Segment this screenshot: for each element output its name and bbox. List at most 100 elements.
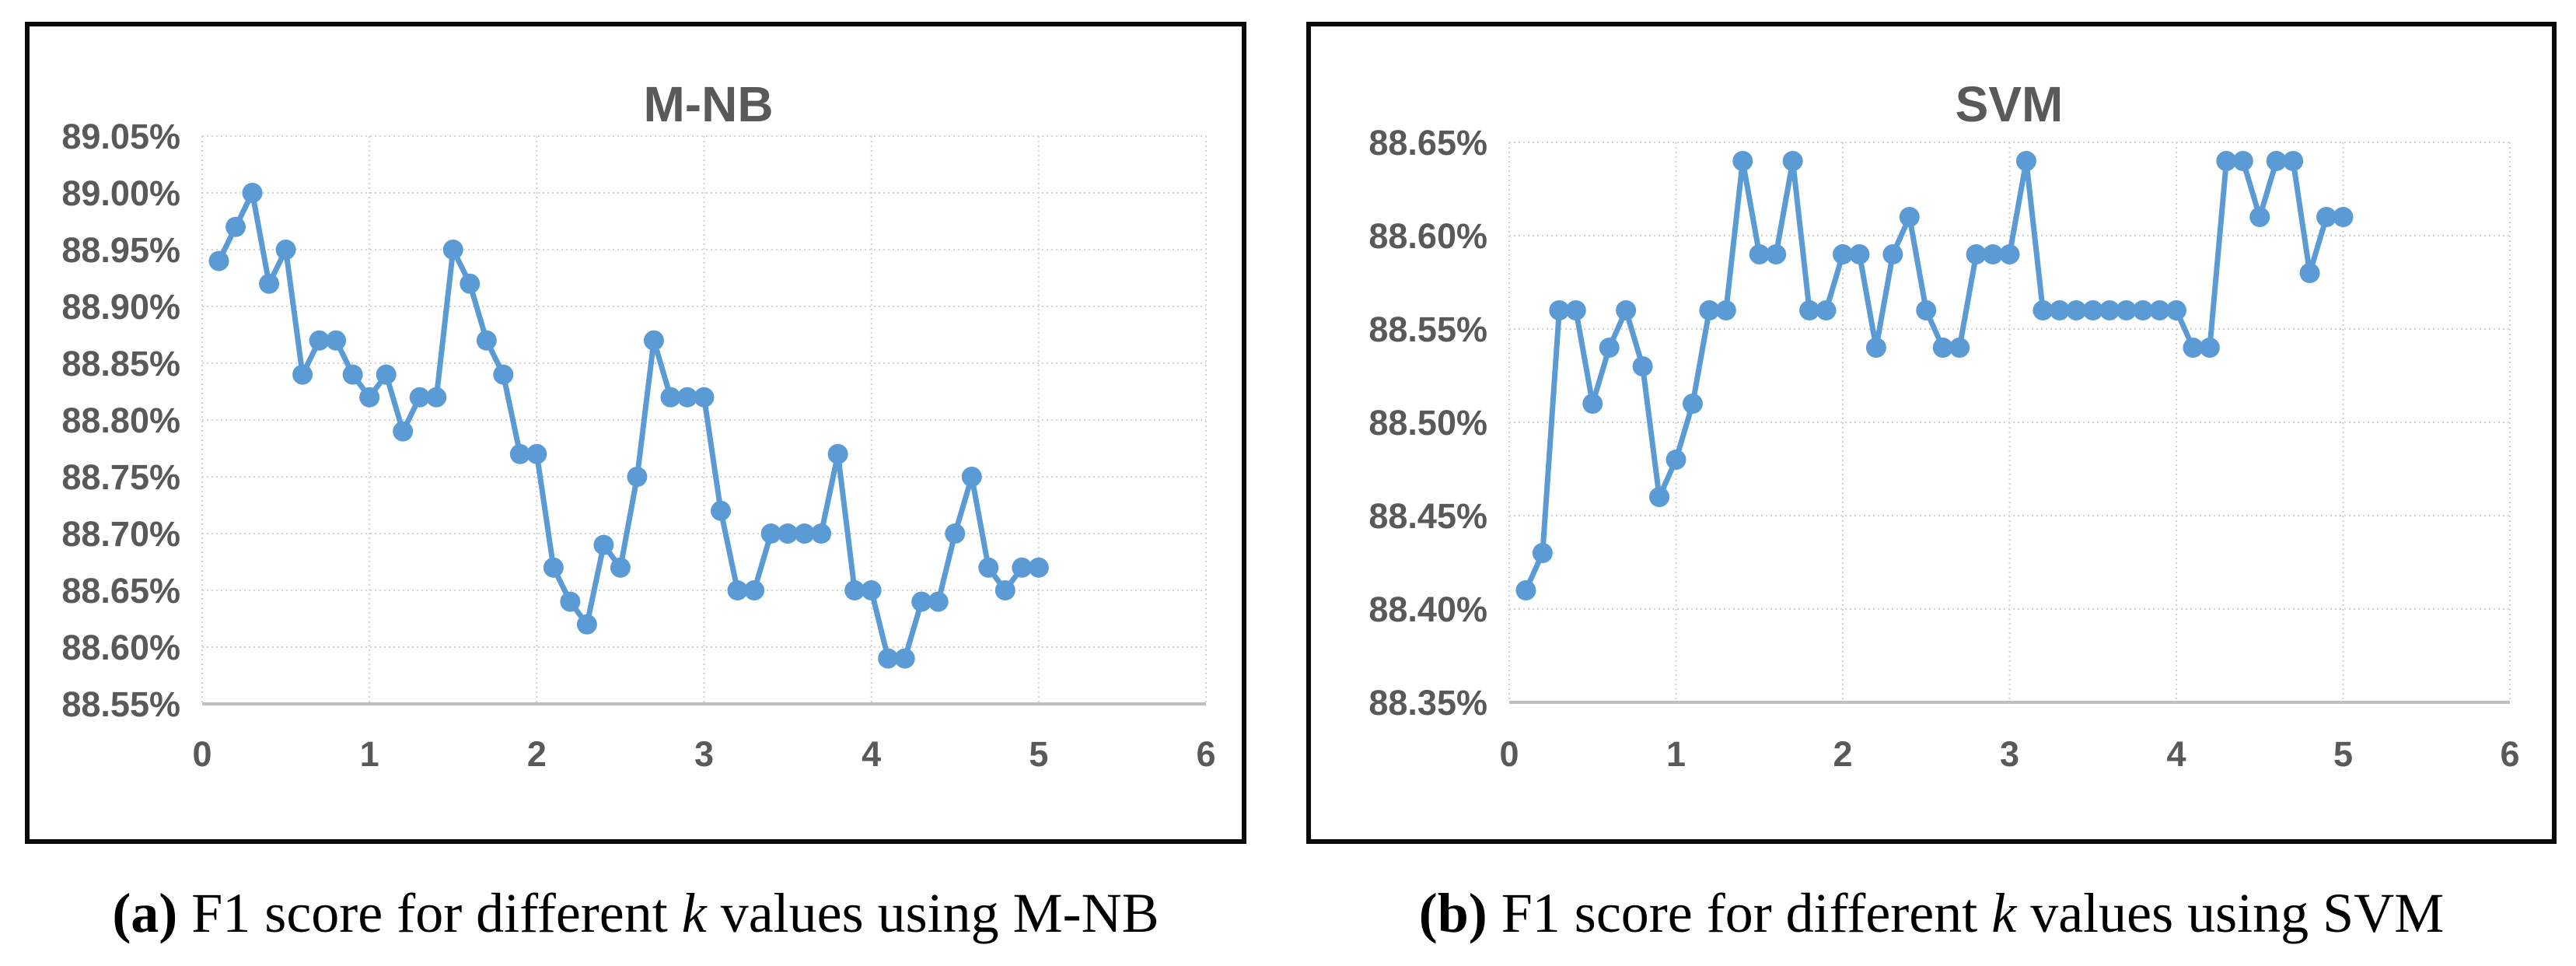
caption-text: k <box>1991 882 2017 944</box>
data-point-marker <box>543 557 564 578</box>
data-point-marker <box>1012 557 1033 578</box>
x-tick-label: 4 <box>862 734 881 774</box>
data-point-marker <box>1582 394 1603 414</box>
data-point-marker <box>811 523 832 544</box>
data-point-marker <box>1616 300 1637 320</box>
data-point-marker <box>1782 151 1803 171</box>
data-point-marker <box>576 614 597 635</box>
y-tick-label: 88.55% <box>1368 310 1487 349</box>
data-point-marker <box>460 273 481 294</box>
y-tick-label: 89.05% <box>61 117 180 156</box>
data-point-marker <box>1983 244 2004 264</box>
x-tick-label: 6 <box>2500 734 2519 774</box>
y-tick-label: 88.70% <box>61 514 180 554</box>
y-tick-label: 88.50% <box>1368 403 1487 443</box>
x-tick-label: 3 <box>2000 734 2019 774</box>
x-tick-label: 2 <box>1833 734 1852 774</box>
x-tick-label: 5 <box>2333 734 2353 774</box>
data-point-marker <box>1532 543 1553 563</box>
data-point-marker <box>1966 244 1987 264</box>
series-line <box>1522 158 2346 593</box>
data-point-marker <box>2082 300 2103 320</box>
data-point-marker <box>259 273 280 294</box>
data-point-marker <box>610 557 631 578</box>
data-point-marker <box>393 421 414 442</box>
data-point-marker <box>1816 300 1837 320</box>
x-tick-label: 5 <box>1029 734 1048 774</box>
data-point-marker <box>676 387 697 408</box>
data-point-marker <box>861 580 882 600</box>
data-point-marker <box>2049 300 2070 320</box>
svm-line-chart: SVM 88.65% 88.60% 88.55% 88.50% 88.45% 88.40%… <box>1368 76 2519 774</box>
data-point-marker <box>760 523 781 544</box>
data-point-marker <box>309 330 330 351</box>
data-point-marker <box>627 467 648 487</box>
x-tick-label: 1 <box>1666 734 1686 774</box>
data-point-marker <box>878 648 899 669</box>
data-point-marker <box>1766 244 1787 264</box>
chart-panel-mnb: M-NB 89.05% 89.00% 88.95% 88.90% 88.85% 88.80… <box>25 22 1246 844</box>
data-point-marker <box>1682 394 1703 414</box>
y-tick-label: 88.65% <box>1368 123 1487 163</box>
data-point-marker <box>2149 300 2170 320</box>
data-point-marker <box>744 580 765 600</box>
data-point-marker <box>1565 300 1586 320</box>
y-tick-label: 88.35% <box>1368 683 1487 723</box>
data-point-marker <box>1899 207 1920 227</box>
data-point-marker <box>2066 300 2087 320</box>
mnb-plot-area: 89.05% 89.00% 88.95% 88.90% 88.85% 88.80% 88.7… <box>61 117 1215 774</box>
y-tick-label: 88.60% <box>1368 216 1487 256</box>
caption-text: values using M-NB <box>706 882 1159 944</box>
data-point-marker <box>2266 151 2287 171</box>
data-point-marker <box>694 387 715 408</box>
data-point-marker <box>2333 207 2354 227</box>
chart-panel-svm: SVM 88.65% 88.60% 88.55% 88.50% 88.45% 88.40%… <box>1306 22 2557 844</box>
data-point-marker <box>961 467 982 487</box>
caption-text: (a) <box>112 882 178 944</box>
data-point-marker <box>1732 151 1753 171</box>
data-point-marker <box>1599 338 1620 358</box>
y-tick-label: 88.60% <box>61 628 180 667</box>
svm-plot-area: 88.65% 88.60% 88.55% 88.50% 88.45% 88.40% 88.3… <box>1368 123 2519 774</box>
caption-mnb: (a) F1 score for different k values usin… <box>25 874 1246 952</box>
data-point-marker <box>292 364 313 385</box>
data-point-marker <box>894 648 915 669</box>
series-line <box>216 190 1042 662</box>
data-point-marker <box>242 183 263 203</box>
x-tick-label: 6 <box>1196 734 1215 774</box>
data-point-marker <box>1865 338 1886 358</box>
data-point-marker <box>827 443 848 464</box>
data-point-marker <box>509 443 530 464</box>
data-point-marker <box>978 557 999 578</box>
data-point-marker <box>794 523 815 544</box>
y-tick-label: 88.80% <box>61 401 180 440</box>
data-point-marker <box>928 591 949 612</box>
data-point-marker <box>2015 151 2036 171</box>
y-tick-label: 88.90% <box>61 287 180 327</box>
data-point-marker <box>945 523 966 544</box>
data-point-marker <box>1799 300 1820 320</box>
data-point-marker <box>844 580 865 600</box>
x-tick-label: 0 <box>1499 734 1519 774</box>
y-tick-label: 88.40% <box>1368 590 1487 629</box>
data-point-marker <box>1749 244 1770 264</box>
data-point-marker <box>1549 300 1570 320</box>
data-point-marker <box>275 240 296 260</box>
data-point-marker <box>1833 244 1853 264</box>
data-point-marker <box>442 240 463 260</box>
data-point-marker <box>2249 207 2270 227</box>
data-point-marker <box>2183 338 2204 358</box>
data-point-marker <box>2032 300 2053 320</box>
caption-text: F1 score for different <box>177 882 682 944</box>
data-point-marker <box>1649 487 1670 507</box>
data-point-marker <box>426 387 447 408</box>
y-tick-label: 88.55% <box>61 684 180 724</box>
data-point-marker <box>1665 450 1686 470</box>
y-tick-label: 88.85% <box>61 344 180 383</box>
data-point-marker <box>560 591 581 612</box>
y-tick-label: 89.00% <box>61 173 180 213</box>
x-tick-label: 0 <box>192 734 211 774</box>
data-point-marker <box>2283 151 2304 171</box>
data-point-marker <box>2216 151 2237 171</box>
y-tick-label: 88.45% <box>1368 496 1487 536</box>
